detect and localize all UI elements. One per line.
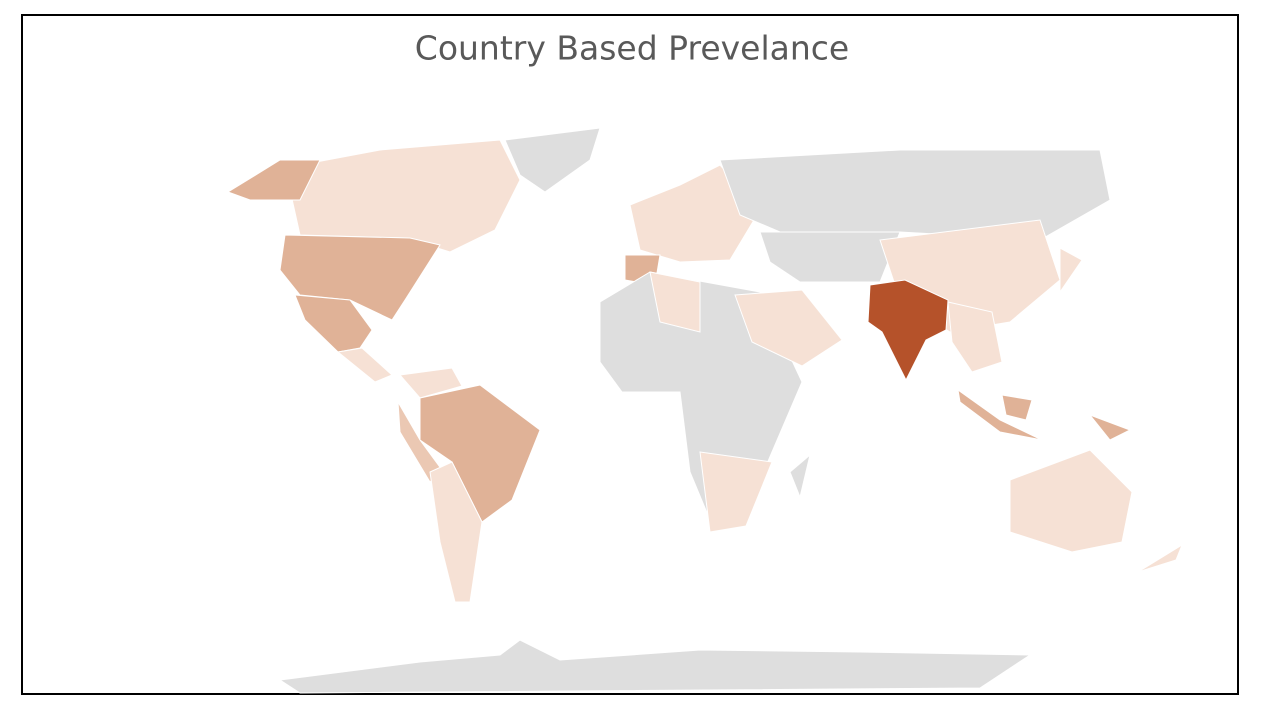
europe — [629, 164, 761, 263]
middle-east — [734, 289, 843, 367]
central-america — [336, 347, 393, 383]
indonesia-west — [957, 388, 1043, 441]
alaska — [226, 159, 321, 201]
southern-africa — [699, 451, 773, 533]
north-africa — [649, 271, 701, 333]
canada — [289, 139, 521, 253]
usa — [279, 234, 441, 321]
antarctica — [278, 639, 1032, 694]
australia — [1009, 449, 1133, 553]
north-south-america — [399, 367, 463, 399]
madagascar — [789, 453, 811, 499]
borneo — [1001, 394, 1033, 421]
brazil — [419, 384, 541, 523]
world-map — [226, 127, 1184, 694]
russia — [719, 149, 1111, 241]
new-guinea — [1088, 413, 1132, 441]
central-asia — [759, 231, 901, 283]
southeast-asia — [947, 301, 1003, 373]
chart-title: Country Based Prevelance — [415, 29, 849, 68]
new-zealand — [1137, 543, 1184, 573]
greenland — [504, 127, 601, 193]
india — [867, 279, 949, 382]
japan — [1059, 247, 1083, 294]
southern-cone — [429, 461, 483, 603]
